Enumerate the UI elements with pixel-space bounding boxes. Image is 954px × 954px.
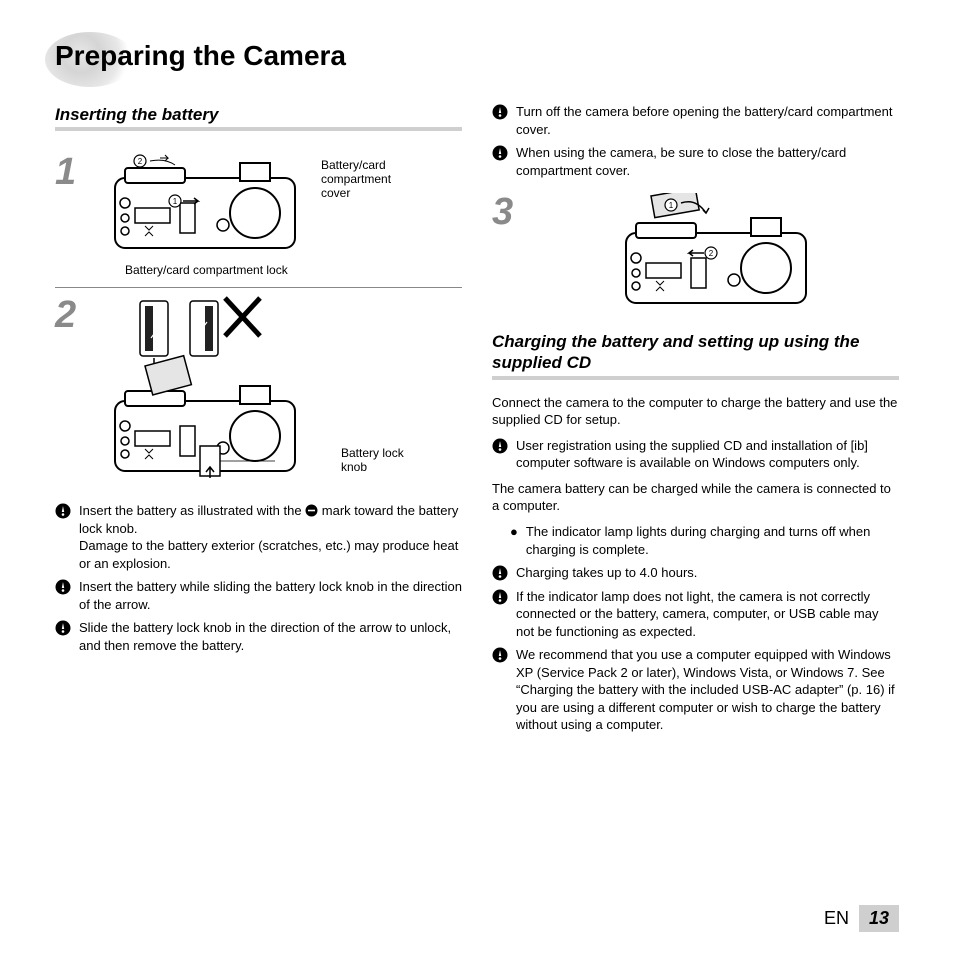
note-row: When using the camera, be sure to close … — [492, 144, 899, 179]
note-row: If the indicator lamp does not light, th… — [492, 588, 899, 641]
note-row: We recommend that you use a computer equ… — [492, 646, 899, 734]
step-1-body: 2 1 Battery/card compartment cover Batte… — [95, 153, 462, 277]
step-2: 2 — [55, 288, 462, 496]
step-3-body: 1 2 — [532, 193, 899, 313]
label-lock-knob: Battery lock knob — [341, 296, 421, 486]
minus-circle-icon — [305, 504, 318, 517]
paragraph: Connect the camera to the computer to ch… — [492, 394, 899, 429]
note-row: Turn off the camera before opening the b… — [492, 103, 899, 138]
step-2-body: Battery lock knob — [95, 296, 462, 486]
note-row: Insert the battery while sliding the bat… — [55, 578, 462, 613]
note-text: Turn off the camera before opening the b… — [516, 103, 899, 138]
section-heading-charging: Charging the battery and setting up usin… — [492, 331, 899, 380]
step-number: 3 — [492, 193, 522, 313]
note-text: If the indicator lamp does not light, th… — [516, 588, 899, 641]
note-text: Insert the battery as illustrated with t… — [79, 502, 462, 572]
content-columns: Inserting the battery 1 2 1 — [55, 97, 899, 740]
page-title-wrap: Preparing the Camera — [55, 40, 899, 72]
caution-icon — [492, 565, 508, 581]
note-text: When using the camera, be sure to close … — [516, 144, 899, 179]
svg-text:2: 2 — [708, 249, 713, 258]
caution-icon — [492, 647, 508, 663]
camera-diagram-2 — [95, 296, 335, 486]
camera-diagram-3: 1 2 — [611, 193, 821, 313]
page-footer: EN 13 — [824, 905, 899, 932]
note-row: Insert the battery as illustrated with t… — [55, 502, 462, 572]
bullet-row: ● The indicator lamp lights during charg… — [510, 523, 899, 558]
page-title: Preparing the Camera — [55, 40, 899, 72]
left-column: Inserting the battery 1 2 1 — [55, 97, 462, 740]
note-row: User registration using the supplied CD … — [492, 437, 899, 472]
note-text: We recommend that you use a computer equ… — [516, 646, 899, 734]
section-heading-insert: Inserting the battery — [55, 105, 462, 131]
note-text: User registration using the supplied CD … — [516, 437, 899, 472]
caution-icon — [55, 503, 71, 519]
camera-diagram-1: 2 1 — [95, 153, 315, 263]
caution-icon — [492, 145, 508, 161]
paragraph: The camera battery can be charged while … — [492, 480, 899, 515]
note-text: Slide the battery lock knob in the direc… — [79, 619, 462, 654]
bullet-icon: ● — [510, 523, 518, 558]
note-text: Insert the battery while sliding the bat… — [79, 578, 462, 613]
note-text: Charging takes up to 4.0 hours. — [516, 564, 899, 582]
caution-icon — [55, 620, 71, 636]
right-column: Turn off the camera before opening the b… — [492, 97, 899, 740]
svg-text:1: 1 — [668, 201, 673, 210]
caution-icon — [492, 104, 508, 120]
step-number: 1 — [55, 153, 85, 277]
caution-icon — [55, 579, 71, 595]
svg-text:2: 2 — [138, 157, 143, 166]
note-row: Slide the battery lock knob in the direc… — [55, 619, 462, 654]
step-number: 2 — [55, 296, 85, 486]
label-compartment-cover: Battery/card compartment cover — [321, 153, 411, 263]
bullet-text: The indicator lamp lights during chargin… — [526, 523, 899, 558]
step-3: 3 1 2 — [492, 185, 899, 323]
svg-text:1: 1 — [173, 197, 178, 206]
note-row: Charging takes up to 4.0 hours. — [492, 564, 899, 582]
footer-lang: EN — [824, 908, 849, 929]
label-compartment-lock: Battery/card compartment lock — [125, 263, 462, 277]
step-1: 1 2 1 Battery/card compa — [55, 145, 462, 288]
footer-page-number: 13 — [859, 905, 899, 932]
caution-icon — [492, 438, 508, 454]
caution-icon — [492, 589, 508, 605]
